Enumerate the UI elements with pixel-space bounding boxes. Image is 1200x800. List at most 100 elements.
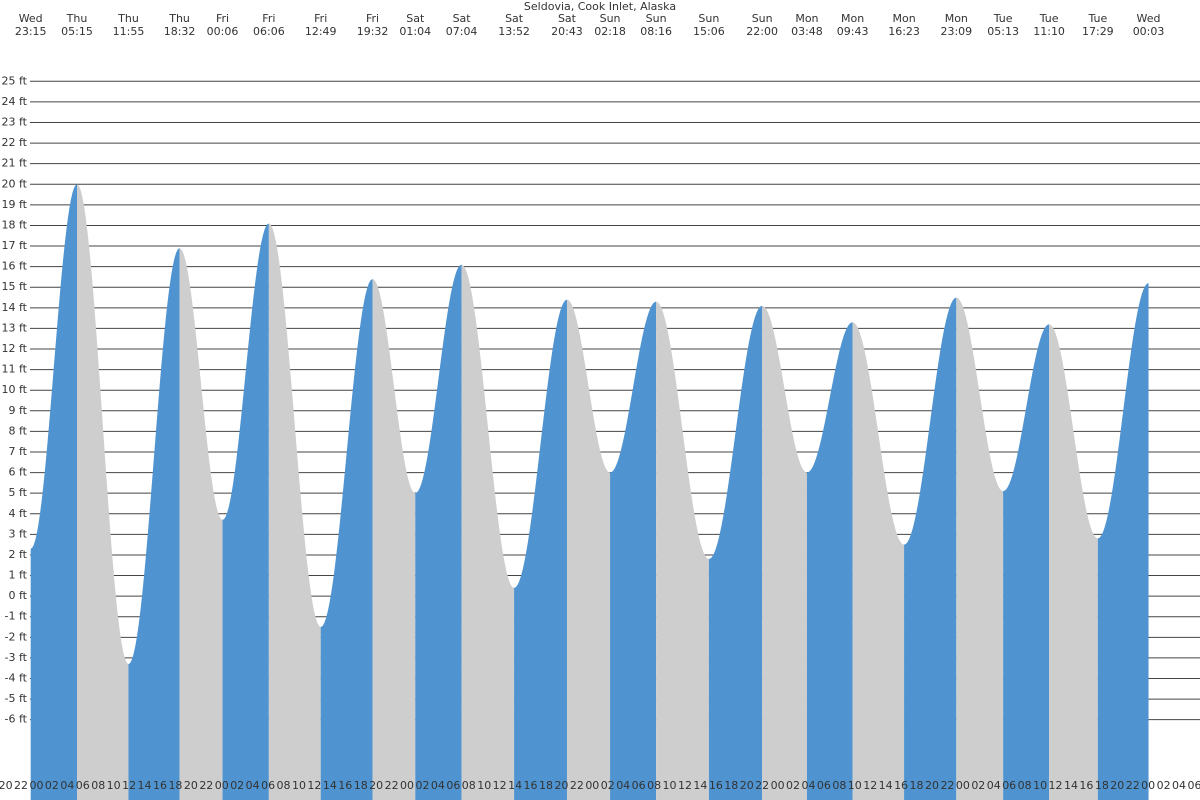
hour-label: 06 — [76, 779, 90, 792]
y-tick-label: 3 ft — [9, 527, 28, 540]
hour-label: 10 — [107, 779, 121, 792]
extreme-time: 06:06 — [253, 25, 285, 38]
falling-tide — [372, 278, 416, 800]
hour-label: 16 — [524, 779, 538, 792]
extreme-day: Fri — [216, 12, 229, 25]
hour-label: 20 — [0, 779, 13, 792]
extreme-day: Sat — [558, 12, 577, 25]
hour-label: 02 — [230, 779, 244, 792]
falling-tide — [656, 301, 709, 800]
extreme-day: Tue — [1087, 12, 1107, 25]
hour-label: 02 — [971, 779, 985, 792]
falling-tide — [852, 322, 905, 800]
labels: -6 ft -5 ft -4 ft -3 ft -2 ft -1 ft 0 ft 1 ft 2 … — [0, 12, 1200, 792]
hour-label: 04 — [801, 779, 815, 792]
hour-label: 00 — [29, 779, 43, 792]
extreme-time: 12:49 — [305, 25, 337, 38]
hour-label: 18 — [1095, 779, 1109, 792]
extreme-time: 16:23 — [888, 25, 920, 38]
rising-tide — [415, 264, 462, 800]
hour-label: 14 — [138, 779, 152, 792]
hour-label: 14 — [323, 779, 337, 792]
extreme-day: Thu — [168, 12, 190, 25]
rising-tide — [320, 278, 373, 800]
extreme-time: 09:43 — [837, 25, 869, 38]
hour-label: 22 — [940, 779, 954, 792]
hour-label: 22 — [14, 779, 28, 792]
hour-label: 04 — [246, 779, 260, 792]
falling-tide — [1049, 324, 1098, 800]
hour-label: 16 — [1079, 779, 1093, 792]
hour-label: 00 — [400, 779, 414, 792]
extreme-day: Sun — [752, 12, 773, 25]
extreme-time: 20:43 — [551, 25, 583, 38]
y-tick-label: -5 ft — [5, 692, 28, 705]
hour-label: 16 — [338, 779, 352, 792]
y-tick-label: -2 ft — [5, 630, 28, 643]
rising-tide — [1097, 283, 1149, 800]
extreme-time: 00:03 — [1133, 25, 1165, 38]
extreme-day: Sun — [698, 12, 719, 25]
extreme-time: 23:09 — [940, 25, 972, 38]
hour-label: 16 — [894, 779, 908, 792]
extreme-day: Sat — [505, 12, 524, 25]
extreme-day: Fri — [262, 12, 275, 25]
hour-label: 00 — [585, 779, 599, 792]
hour-label: 22 — [570, 779, 584, 792]
rising-tide — [222, 223, 269, 800]
y-tick-label: -1 ft — [5, 610, 28, 623]
extreme-day: Tue — [1039, 12, 1059, 25]
y-tick-label: 25 ft — [2, 74, 28, 87]
hour-label: 22 — [385, 779, 399, 792]
extreme-day: Wed — [19, 12, 43, 25]
hour-label: 22 — [755, 779, 769, 792]
hour-label: 10 — [292, 779, 306, 792]
hour-label: 06 — [817, 779, 831, 792]
hour-label: 10 — [848, 779, 862, 792]
hour-label: 18 — [724, 779, 738, 792]
hour-label: 20 — [925, 779, 939, 792]
y-tick-label: 1 ft — [9, 569, 28, 582]
hour-label: 02 — [601, 779, 615, 792]
hour-label: 12 — [122, 779, 136, 792]
y-tick-label: 21 ft — [2, 157, 28, 170]
y-tick-label: 22 ft — [2, 136, 28, 149]
rising-tide — [708, 305, 763, 800]
falling-tide — [461, 264, 515, 800]
rising-tide — [128, 248, 180, 800]
extreme-time: 18:32 — [164, 25, 196, 38]
hour-label: 08 — [832, 779, 846, 792]
hour-label: 08 — [1018, 779, 1032, 792]
extreme-day: Mon — [841, 12, 864, 25]
y-tick-label: 23 ft — [2, 115, 28, 128]
extreme-time: 19:32 — [357, 25, 389, 38]
hour-label: 16 — [153, 779, 167, 792]
hour-label: 10 — [1033, 779, 1047, 792]
y-tick-label: 12 ft — [2, 342, 28, 355]
extreme-day: Thu — [66, 12, 88, 25]
hour-label: 22 — [199, 779, 213, 792]
extreme-day: Wed — [1137, 12, 1161, 25]
extreme-time: 02:18 — [594, 25, 626, 38]
extreme-day: Tue — [993, 12, 1013, 25]
y-tick-label: 17 ft — [2, 239, 28, 252]
extreme-time: 05:13 — [987, 25, 1019, 38]
extreme-time: 11:10 — [1033, 25, 1065, 38]
hour-label: 04 — [431, 779, 445, 792]
y-tick-label: 7 ft — [9, 445, 28, 458]
extreme-time: 00:06 — [207, 25, 239, 38]
y-tick-label: -3 ft — [5, 651, 28, 664]
falling-tide — [762, 305, 807, 800]
y-tick-label: 16 ft — [2, 260, 28, 273]
y-tick-label: 11 ft — [2, 363, 28, 376]
hour-label: 02 — [1157, 779, 1171, 792]
rising-tide — [514, 299, 567, 800]
rising-tide — [610, 301, 657, 800]
hour-label: 20 — [740, 779, 754, 792]
extreme-time: 13:52 — [498, 25, 530, 38]
extreme-day: Mon — [892, 12, 915, 25]
hour-label: 00 — [215, 779, 229, 792]
extreme-day: Sat — [453, 12, 472, 25]
hour-label: 20 — [369, 779, 383, 792]
hour-label: 04 — [60, 779, 74, 792]
